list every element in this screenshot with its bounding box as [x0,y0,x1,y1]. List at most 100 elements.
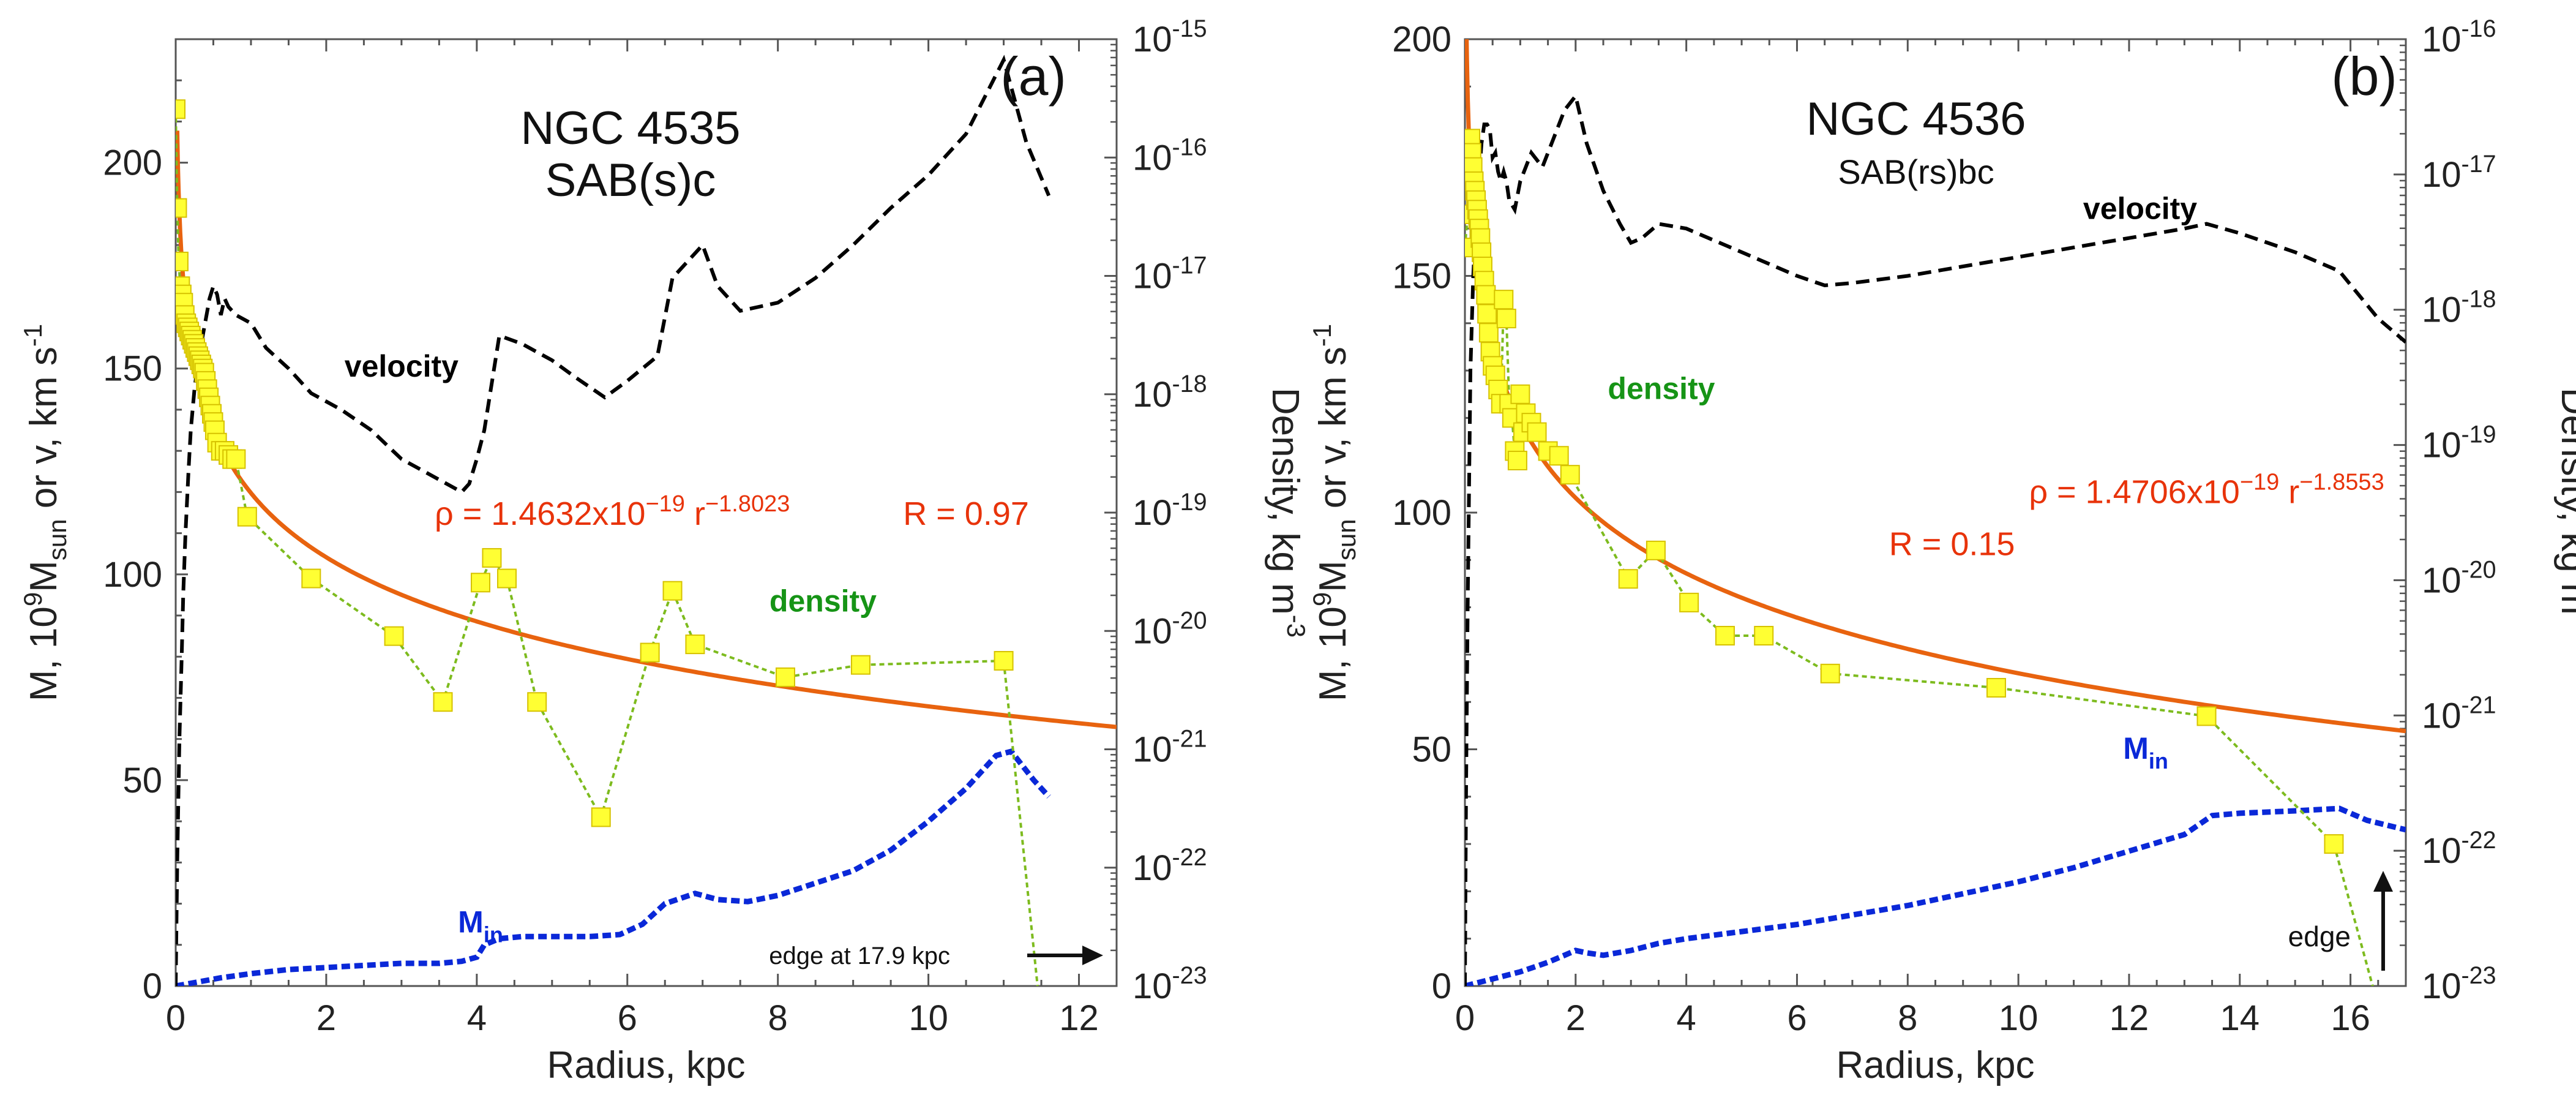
density-point [2196,706,2217,726]
fit-equation: ρ = 1.4706x10−19 r−1.8553 [2029,470,2384,511]
tick-base: 10 [2422,426,2462,465]
density-point [226,449,246,469]
y-left-tick-label: 50 [122,761,162,800]
tick-base: 10 [1133,375,1172,415]
tick-exponent: -21 [2462,691,2496,718]
x-tick-label: 10 [1999,998,2039,1038]
axis-title-part: M [23,560,65,592]
tick-base: 10 [2422,560,2462,600]
panel-label: (b) [2331,46,2397,107]
y-right-tick-label: 10-17 [2422,151,2496,195]
fit-exponent: −1.8553 [2299,470,2384,495]
axis-title-sup: -1 [1308,324,1336,347]
galaxy-name: NGC 4536 [1806,93,2026,145]
density-point [685,634,705,655]
axis-title-sup: -3 [2571,615,2576,638]
fit-part: r [685,495,705,532]
density-point [1496,309,1516,329]
panel-label: (a) [1000,46,1066,107]
density-point [1507,450,1527,470]
density-line [176,109,1004,821]
tick-base: 10 [1133,611,1172,651]
y-right-tick-label: 10-18 [2422,286,2496,330]
tick-base: 10 [1133,257,1172,296]
label-main: M [2123,731,2149,766]
tick-base: 10 [1133,493,1172,533]
y-right-tick-label: 10-16 [2422,15,2496,59]
y-right-tick-label: 10-23 [2422,962,2496,1006]
y-left-tick-label: 150 [103,349,162,389]
label-main: M [458,905,484,939]
correlation-label: R = 0.15 [1889,526,2015,563]
density-point [1476,285,1496,305]
edge-arrow-head [2373,871,2393,892]
galaxy-name: NGC 4535 [520,102,740,154]
y-right-tick-label: 10-18 [1133,371,1207,415]
axis-title-part: Density, kg m [2553,388,2576,615]
density-point [1549,446,1569,466]
density-point [176,198,187,218]
x-tick-label: 4 [1677,998,1696,1038]
y-right-tick-label: 10-23 [1133,962,1207,1006]
y-right-tick-label: 10-20 [1133,607,1207,651]
tick-exponent: -22 [1172,844,1207,871]
density-label: density [1608,371,1715,405]
tick-base: 10 [1133,966,1172,1006]
tick-exponent: -16 [2462,15,2496,42]
y-left-tick-label: 200 [1392,20,1451,59]
tick-base: 10 [2422,696,2462,736]
x-axis-title: Radius, kpc [1837,1044,2035,1086]
y-left-tick-label: 0 [143,966,162,1006]
tick-base: 10 [1133,730,1172,770]
x-tick-label: 0 [1455,998,1475,1038]
tick-exponent: -20 [2462,556,2496,583]
y-right-tick-label: 10-20 [2422,556,2496,600]
axis-title-sub: sun [1332,519,1361,560]
tick-exponent: -23 [2462,962,2496,989]
y-right-tick-label: 10-16 [1133,134,1207,178]
tick-exponent: -21 [1172,726,1207,753]
axis-title-sup: 9 [1308,592,1336,606]
x-tick-label: 12 [1059,998,1099,1038]
galaxy-morphology: SAB(rs)bc [1838,152,1994,191]
y-right-tick-label: 10-19 [2422,421,2496,465]
axis-title-part: or v, km s [23,347,65,519]
y-right-tick-label: 10-15 [1133,15,1207,59]
tick-exponent: -22 [2462,827,2496,854]
axis-title-sup: -3 [1282,615,1311,638]
tick-base: 10 [1133,138,1172,178]
density-point [1820,663,1840,683]
axis-title-part: M, 10 [23,606,65,701]
density-point [1618,569,1638,589]
tick-exponent: -18 [1172,371,1207,397]
y-right-tick-label: 10-17 [1133,252,1207,296]
density-point [591,807,611,827]
x-tick-label: 16 [2331,998,2370,1038]
mass-in-label: Min [2123,731,2168,773]
label-sub: in [2149,748,2168,773]
tick-base: 10 [2422,831,2462,871]
y-right-tick-label: 10-21 [2422,691,2496,736]
x-tick-label: 8 [768,998,788,1038]
edge-label: edge [2288,920,2351,952]
x-tick-label: 2 [1566,998,1586,1038]
axis-title-part: M [1312,560,1354,592]
y-left-tick-label: 50 [1412,730,1451,770]
plot-area [1465,39,2406,986]
density-point [1477,304,1497,324]
galaxy-morphology: SAB(s)c [545,154,716,206]
correlation-label: R = 0.97 [903,495,1029,532]
axis-title-part: M, 10 [1312,606,1354,701]
density-point [662,581,683,601]
density-point [1679,592,1699,612]
axis-title-sup: -1 [18,324,47,347]
fit-equation: ρ = 1.4632x10−19 r−1.8023 [435,491,790,532]
y-left-tick-label: 100 [1392,493,1451,533]
plot-area [176,55,1117,986]
fit-curve [176,130,1117,729]
density-tail [1002,660,1039,986]
fit-part: ρ = 1.4632x10 [435,495,646,532]
